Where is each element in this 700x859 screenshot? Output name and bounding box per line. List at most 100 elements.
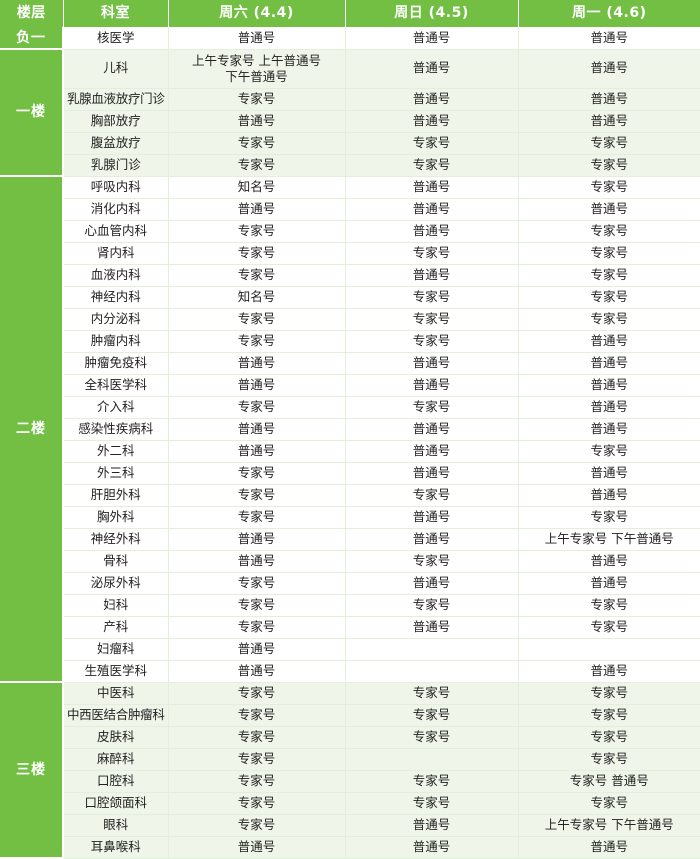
table-row: 心血管内科 专家号 普通号 专家号 bbox=[0, 220, 700, 243]
schedule-cell-mon: 专家号 bbox=[518, 176, 700, 199]
department-name: 妇瘤科 bbox=[63, 638, 169, 661]
table-row: 二楼 呼吸内科 知名号 普通号 专家号 bbox=[0, 176, 700, 683]
column-header-saturday: 周六 (4.4) bbox=[168, 0, 346, 27]
table-row: 肿瘤免疫科 普通号 普通号 普通号 bbox=[0, 352, 700, 375]
schedule-cell-sun: 专家号 bbox=[345, 132, 519, 155]
department-name: 神经外科 bbox=[63, 528, 169, 551]
table-row: 胸外科 专家号 普通号 专家号 bbox=[0, 506, 700, 529]
department-name: 心血管内科 bbox=[63, 220, 169, 243]
schedule-cell-sun: 普通号 bbox=[345, 88, 519, 111]
table-row: 胸部放疗 普通号 普通号 普通号 bbox=[0, 110, 700, 133]
department-name: 外二科 bbox=[63, 440, 169, 463]
table-row: 生殖医学科 普通号 普通号 bbox=[0, 660, 700, 683]
table-row: 感染性疾病科 普通号 普通号 普通号 bbox=[0, 418, 700, 441]
schedule-cell-mon: 专家号 bbox=[518, 748, 700, 771]
schedule-cell-sat: 专家号 bbox=[168, 792, 346, 815]
table-row: 肾内科 专家号 专家号 专家号 bbox=[0, 242, 700, 265]
floor-label-负一: 负一 bbox=[0, 27, 64, 50]
table-row: 全科医学科 普通号 普通号 普通号 bbox=[0, 374, 700, 397]
table-row: 妇科 专家号 专家号 专家号 bbox=[0, 594, 700, 617]
schedule-cell-sun: 普通号 bbox=[345, 176, 519, 199]
schedule-cell-sat: 普通号 bbox=[168, 352, 346, 375]
table-row: 肿瘤内科 专家号 专家号 普通号 bbox=[0, 330, 700, 353]
column-header-sunday: 周日 (4.5) bbox=[345, 0, 519, 27]
department-name: 外三科 bbox=[63, 462, 169, 485]
schedule-cell-sat: 专家号 bbox=[168, 88, 346, 111]
table-row: 外三科 专家号 普通号 普通号 bbox=[0, 462, 700, 485]
table-row: 一楼 儿科 上午专家号 上午普通号 下午普通号 普通号 普通号 bbox=[0, 49, 700, 177]
schedule-cell-sat: 专家号 bbox=[168, 462, 346, 485]
schedule-cell-mon: 专家号 bbox=[518, 132, 700, 155]
department-name: 核医学 bbox=[63, 27, 169, 50]
schedule-cell-mon: 专家号 bbox=[518, 308, 700, 331]
schedule-cell-mon: 普通号 bbox=[518, 572, 700, 595]
table-row: 骨科 普通号 专家号 普通号 bbox=[0, 550, 700, 573]
schedule-cell-sat: 专家号 bbox=[168, 330, 346, 353]
table-row: 三楼 中医科 专家号 专家号 专家号 bbox=[0, 682, 700, 859]
schedule-cell-mon: 普通号 bbox=[518, 836, 700, 859]
department-name: 口腔颌面科 bbox=[63, 792, 169, 815]
schedule-cell-sun: 普通号 bbox=[345, 220, 519, 243]
schedule-cell-mon bbox=[518, 638, 700, 661]
schedule-cell-sun: 专家号 bbox=[345, 550, 519, 573]
department-name: 消化内科 bbox=[63, 198, 169, 221]
table-row: 眼科 专家号 普通号 上午专家号 下午普通号 bbox=[0, 814, 700, 837]
table-row: 神经外科 普通号 普通号 上午专家号 下午普通号 bbox=[0, 528, 700, 551]
header-row: 楼层 科室 周六 (4.4) 周日 (4.5) 周一 (4.6) bbox=[0, 0, 700, 27]
schedule-cell-sun: 专家号 bbox=[345, 770, 519, 793]
schedule-cell-mon: 专家号 普通号 bbox=[518, 770, 700, 793]
schedule-cell-mon: 普通号 bbox=[518, 418, 700, 441]
schedule-cell-mon: 专家号 bbox=[518, 792, 700, 815]
schedule-cell-sun bbox=[345, 748, 519, 771]
schedule-cell-sat: 专家号 bbox=[168, 704, 346, 727]
schedule-cell-mon: 普通号 bbox=[518, 27, 700, 50]
table-row: 乳腺血液放疗门诊 专家号 普通号 普通号 bbox=[0, 88, 700, 111]
schedule-cell-sun: 普通号 bbox=[345, 440, 519, 463]
schedule-cell-sat: 普通号 bbox=[168, 110, 346, 133]
department-name: 呼吸内科 bbox=[63, 176, 169, 199]
schedule-cell-mon: 普通号 bbox=[518, 330, 700, 353]
schedule-cell-mon: 专家号 bbox=[518, 154, 700, 177]
column-header-floor: 楼层 bbox=[0, 0, 64, 27]
schedule-cell-sat: 普通号 bbox=[168, 198, 346, 221]
schedule-cell-mon: 普通号 bbox=[518, 88, 700, 111]
schedule-cell-sun: 专家号 bbox=[345, 704, 519, 727]
schedule-cell-sun: 普通号 bbox=[345, 49, 519, 89]
table-row: 耳鼻喉科 普通号 普通号 普通号 bbox=[0, 836, 700, 859]
schedule-cell-sat: 专家号 bbox=[168, 726, 346, 749]
schedule-cell-mon: 专家号 bbox=[518, 220, 700, 243]
table-row: 腹盆放疗 专家号 专家号 专家号 bbox=[0, 132, 700, 155]
schedule-cell-sat: 上午专家号 上午普通号 下午普通号 bbox=[168, 49, 346, 89]
schedule-cell-mon: 普通号 bbox=[518, 110, 700, 133]
schedule-cell-sat: 专家号 bbox=[168, 220, 346, 243]
table-row: 血液内科 专家号 普通号 专家号 bbox=[0, 264, 700, 287]
schedule-cell-sun: 普通号 bbox=[345, 462, 519, 485]
department-name: 胸部放疗 bbox=[63, 110, 169, 133]
schedule-cell-sat: 专家号 bbox=[168, 308, 346, 331]
schedule-cell-sat: 普通号 bbox=[168, 440, 346, 463]
table-row: 泌尿外科 专家号 普通号 普通号 bbox=[0, 572, 700, 595]
schedule-cell-mon: 普通号 bbox=[518, 374, 700, 397]
department-name: 麻醉科 bbox=[63, 748, 169, 771]
schedule-cell-sun: 专家号 bbox=[345, 792, 519, 815]
schedule-cell-sun: 普通号 bbox=[345, 616, 519, 639]
schedule-cell-sun: 普通号 bbox=[345, 814, 519, 837]
schedule-cell-sat: 专家号 bbox=[168, 616, 346, 639]
schedule-cell-mon: 专家号 bbox=[518, 506, 700, 529]
department-name: 中西医结合肿瘤科 bbox=[63, 704, 169, 727]
department-name: 腹盆放疗 bbox=[63, 132, 169, 155]
schedule-cell-sun bbox=[345, 638, 519, 661]
department-name: 肾内科 bbox=[63, 242, 169, 265]
schedule-cell-sun: 专家号 bbox=[345, 484, 519, 507]
schedule-cell-sun: 专家号 bbox=[345, 396, 519, 419]
table-row: 产科 专家号 普通号 专家号 bbox=[0, 616, 700, 639]
department-name: 内分泌科 bbox=[63, 308, 169, 331]
department-name: 泌尿外科 bbox=[63, 572, 169, 595]
floor-label-二楼: 二楼 bbox=[0, 176, 64, 683]
schedule-cell-sun: 专家号 bbox=[345, 726, 519, 749]
schedule-cell-sun: 专家号 bbox=[345, 594, 519, 617]
table-row: 乳腺门诊 专家号 专家号 专家号 bbox=[0, 154, 700, 177]
schedule-cell-sat: 专家号 bbox=[168, 572, 346, 595]
column-header-monday: 周一 (4.6) bbox=[518, 0, 700, 27]
